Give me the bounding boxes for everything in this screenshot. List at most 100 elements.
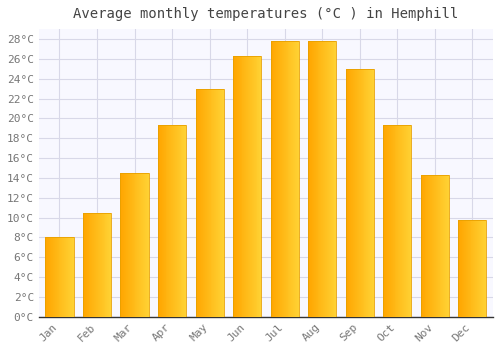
Bar	[428, 175, 429, 317]
Bar	[90, 212, 92, 317]
Bar	[62, 237, 63, 317]
Bar	[458, 219, 486, 317]
Bar	[200, 89, 201, 317]
Bar	[279, 41, 280, 317]
Bar	[240, 56, 242, 317]
Bar	[233, 56, 261, 317]
Bar	[120, 173, 122, 317]
Bar	[311, 41, 312, 317]
Bar	[294, 41, 295, 317]
Bar	[238, 56, 240, 317]
Bar	[100, 212, 102, 317]
Bar	[277, 41, 278, 317]
Bar	[404, 125, 405, 317]
Bar	[421, 175, 449, 317]
Bar	[180, 125, 182, 317]
Bar	[54, 237, 55, 317]
Bar	[145, 173, 146, 317]
Bar	[398, 125, 399, 317]
Bar	[204, 89, 205, 317]
Bar	[83, 212, 111, 317]
Bar	[354, 69, 355, 317]
Bar	[130, 173, 131, 317]
Bar	[282, 41, 283, 317]
Bar	[46, 237, 48, 317]
Bar	[467, 219, 468, 317]
Bar	[421, 175, 422, 317]
Bar	[235, 56, 236, 317]
Bar	[106, 212, 108, 317]
Bar	[346, 69, 374, 317]
Bar	[434, 175, 435, 317]
Bar	[141, 173, 142, 317]
Bar	[125, 173, 126, 317]
Bar	[222, 89, 223, 317]
Bar	[308, 41, 309, 317]
Bar	[445, 175, 446, 317]
Bar	[357, 69, 358, 317]
Bar	[286, 41, 288, 317]
Bar	[312, 41, 313, 317]
Bar	[65, 237, 66, 317]
Bar	[352, 69, 353, 317]
Bar	[442, 175, 444, 317]
Bar	[440, 175, 442, 317]
Bar	[478, 219, 479, 317]
Bar	[178, 125, 180, 317]
Bar	[369, 69, 370, 317]
Bar	[399, 125, 400, 317]
Bar	[401, 125, 402, 317]
Bar	[320, 41, 322, 317]
Bar	[470, 219, 472, 317]
Bar	[402, 125, 403, 317]
Bar	[481, 219, 482, 317]
Bar	[346, 69, 348, 317]
Bar	[394, 125, 396, 317]
Title: Average monthly temperatures (°C ) in Hemphill: Average monthly temperatures (°C ) in He…	[74, 7, 458, 21]
Bar	[477, 219, 478, 317]
Bar	[143, 173, 144, 317]
Bar	[296, 41, 297, 317]
Bar	[110, 212, 111, 317]
Bar	[256, 56, 258, 317]
Bar	[138, 173, 139, 317]
Bar	[283, 41, 284, 317]
Bar	[94, 212, 95, 317]
Bar	[174, 125, 175, 317]
Bar	[83, 212, 84, 317]
Bar	[290, 41, 292, 317]
Bar	[389, 125, 390, 317]
Bar	[366, 69, 368, 317]
Bar	[350, 69, 352, 317]
Bar	[252, 56, 253, 317]
Bar	[64, 237, 65, 317]
Bar	[323, 41, 324, 317]
Bar	[258, 56, 260, 317]
Bar	[274, 41, 276, 317]
Bar	[462, 219, 463, 317]
Bar	[162, 125, 164, 317]
Bar	[280, 41, 281, 317]
Bar	[276, 41, 277, 317]
Bar	[109, 212, 110, 317]
Bar	[242, 56, 244, 317]
Bar	[84, 212, 85, 317]
Bar	[318, 41, 320, 317]
Bar	[144, 173, 145, 317]
Bar	[216, 89, 217, 317]
Bar	[463, 219, 464, 317]
Bar	[482, 219, 484, 317]
Bar	[171, 125, 172, 317]
Bar	[233, 56, 234, 317]
Bar	[223, 89, 224, 317]
Bar	[313, 41, 314, 317]
Bar	[126, 173, 127, 317]
Bar	[140, 173, 141, 317]
Bar	[371, 69, 372, 317]
Bar	[364, 69, 366, 317]
Bar	[131, 173, 132, 317]
Bar	[403, 125, 404, 317]
Bar	[288, 41, 290, 317]
Bar	[436, 175, 438, 317]
Bar	[158, 125, 186, 317]
